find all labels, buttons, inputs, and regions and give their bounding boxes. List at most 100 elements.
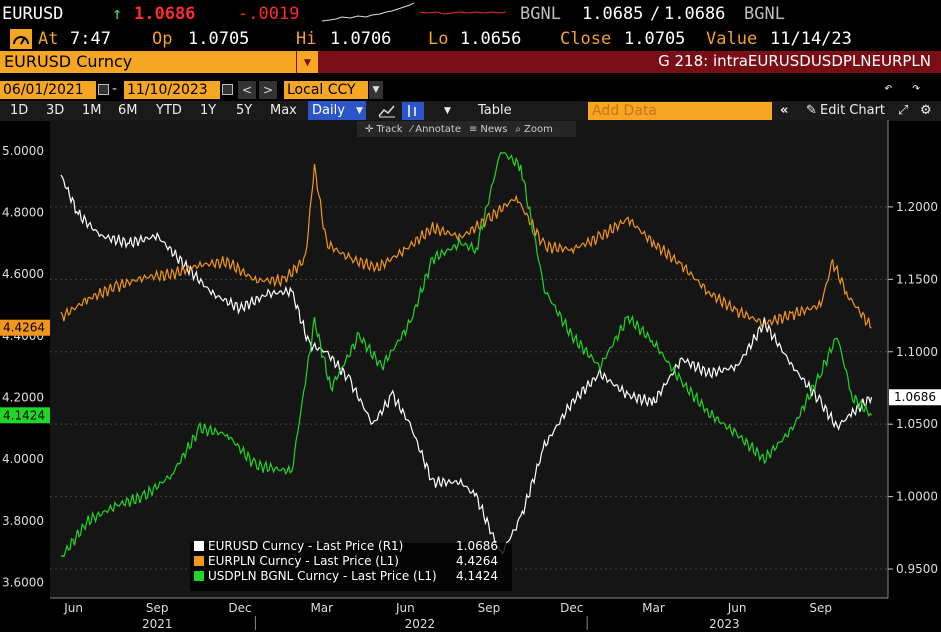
high-value: 1.0706	[330, 29, 392, 49]
pencil-icon[interactable]: ✎	[806, 103, 817, 118]
chart-type-dropdown-icon[interactable]: ▼	[444, 106, 451, 116]
legend: EURUSD Curncy - Last Price (R1) 1.0686 EUR…	[190, 539, 512, 591]
quote-bar: EURUSD ↑ 1.0686 -.0019 BGNL 1.0685 / 1.0…	[0, 0, 941, 28]
collapse-icon[interactable]: «	[780, 103, 789, 118]
series-line	[60, 174, 873, 555]
last-value-badges: 1.0686 4.4264 4.1424	[0, 319, 941, 424]
badge-eurusd-label: 1.0686	[894, 390, 936, 404]
legend-series-value: 4.1424	[456, 569, 498, 583]
up-arrow-icon: ↑	[112, 4, 123, 24]
bid-price: 1.0685	[582, 4, 644, 24]
left-tick-label: 4.8000	[2, 206, 44, 220]
badge-eurusd	[889, 389, 941, 406]
series-group	[60, 151, 873, 558]
left-tick-label: 4.0000	[2, 452, 44, 466]
security-dropdown-icon[interactable]: ▼	[296, 51, 318, 73]
redo-icon[interactable]: ↷	[912, 80, 921, 96]
year-label: 2022	[405, 617, 436, 631]
start-date-field[interactable]: 06/01/2021	[0, 81, 96, 99]
draw-icon[interactable]: ⤢	[898, 103, 909, 118]
chart-subtoolbar: ✛ Track ⁄ Annotate ≡ News ⌕ Zoom	[357, 121, 576, 137]
right-axis: 0.9500 1.0000 1.0500 1.1000 1.1500 1.2000	[887, 120, 938, 598]
security-bar: EURUSD Curncy ▼ G 218: intraEURUSDUSDPLN…	[0, 51, 941, 73]
undo-redo-group: ↶ ↷	[878, 80, 934, 100]
low-value: 1.0656	[460, 29, 522, 49]
zoom-button[interactable]: Zoom	[524, 123, 553, 135]
news-button[interactable]: News	[480, 123, 508, 135]
close-label: Close	[560, 29, 612, 49]
left-tick-label: 3.8000	[2, 514, 44, 528]
period-select[interactable]: Daily	[308, 101, 366, 121]
edit-chart-button[interactable]: Edit Chart	[820, 103, 886, 118]
security-field[interactable]: EURUSD Curncy	[0, 51, 296, 73]
range-5y[interactable]: 5Y	[236, 103, 253, 118]
source-label-1: BGNL	[520, 4, 561, 24]
legend-swatch	[194, 571, 204, 581]
right-tick-label: 0.9500	[896, 562, 938, 576]
range-1y[interactable]: 1Y	[200, 103, 217, 118]
track-icon[interactable]: ✛	[365, 123, 374, 135]
x-tick-label: Jun	[63, 601, 83, 615]
ask-price: 1.0686	[664, 4, 726, 24]
right-tick-label: 1.0000	[896, 490, 938, 504]
x-tick-label: Mar	[310, 601, 333, 615]
gauge-icon[interactable]	[10, 29, 32, 49]
undo-icon[interactable]: ↶	[884, 80, 893, 96]
right-tick-label: 1.1500	[896, 272, 938, 286]
year-label: 2023	[709, 617, 740, 631]
x-tick-label: Dec	[228, 601, 251, 615]
sparkline-red-icon	[420, 11, 506, 15]
news-icon[interactable]: ≡	[469, 123, 478, 135]
calendar-icon[interactable]	[98, 84, 109, 95]
right-tick-label: 1.0500	[896, 417, 938, 431]
plot-area	[50, 120, 888, 598]
series-line	[60, 163, 872, 329]
high-label: Hi	[296, 29, 317, 49]
x-tick-label: Mar	[642, 601, 665, 615]
at-time: 7:47	[70, 29, 111, 49]
chart-group-title: G 218: intraEURUSDUSDPLNEURPLN	[658, 52, 931, 70]
range-1m[interactable]: 1M	[82, 103, 102, 118]
end-date-field[interactable]: 11/10/2023	[124, 81, 220, 99]
left-tick-label: 4.6000	[2, 267, 44, 281]
currency-select[interactable]: Local CCY	[284, 81, 368, 99]
zoom-icon[interactable]: ⌕	[515, 123, 522, 135]
legend-series-name: USDPLN BGNL Curncy - Last Price (L1)	[208, 569, 437, 583]
annotate-button[interactable]: Annotate	[415, 123, 461, 135]
legend-series-value: 4.4264	[456, 554, 498, 568]
price-chart[interactable]: 3.60003.80004.00004.20004.40004.60004.80…	[0, 120, 941, 632]
close-value: 1.0705	[624, 29, 686, 49]
badge-eurpln-label: 4.4264	[3, 321, 45, 335]
legend-series-value: 1.0686	[456, 539, 498, 553]
range-1d[interactable]: 1D	[10, 103, 29, 118]
x-axis: Jun Sep Dec Mar Jun Sep Dec Mar Jun Sep 2021 2022 20…	[50, 597, 888, 631]
period-dropdown-icon[interactable]: ▼	[356, 106, 363, 116]
left-tick-label: 4.2000	[2, 391, 44, 405]
range-max[interactable]: Max	[270, 103, 297, 118]
range-ytd[interactable]: YTD	[156, 103, 182, 118]
range-6m[interactable]: 6M	[118, 103, 138, 118]
table-button[interactable]: Table	[478, 103, 512, 118]
x-tick-label: Jun	[727, 601, 747, 615]
value-label: Value	[706, 29, 758, 49]
x-tick-label: Jun	[395, 601, 415, 615]
value-date: 11/14/23	[770, 29, 852, 49]
annotate-icon[interactable]: ⁄	[410, 123, 413, 135]
prev-period-button[interactable]: <	[238, 81, 256, 99]
line-chart-icon[interactable]	[378, 104, 396, 118]
next-period-button[interactable]: >	[259, 81, 277, 99]
sparkline-intraday-icon	[322, 2, 414, 22]
bar-chart-icon[interactable]	[402, 102, 424, 120]
right-tick-label: 1.2000	[896, 200, 938, 214]
gear-icon[interactable]: ⚙	[920, 103, 932, 118]
track-button[interactable]: Track	[376, 123, 403, 135]
date-dash: -	[112, 81, 118, 97]
calendar-icon[interactable]	[222, 84, 233, 95]
add-data-input[interactable]: Add Data	[588, 102, 772, 120]
source-label-2: BGNL	[744, 4, 785, 24]
open-label: Op	[152, 29, 173, 49]
badge-usdpln-label: 4.1424	[3, 408, 45, 422]
chevron-down-icon[interactable]: ▼	[369, 81, 383, 99]
range-3d[interactable]: 3D	[46, 103, 65, 118]
x-tick-label: Sep	[146, 601, 169, 615]
